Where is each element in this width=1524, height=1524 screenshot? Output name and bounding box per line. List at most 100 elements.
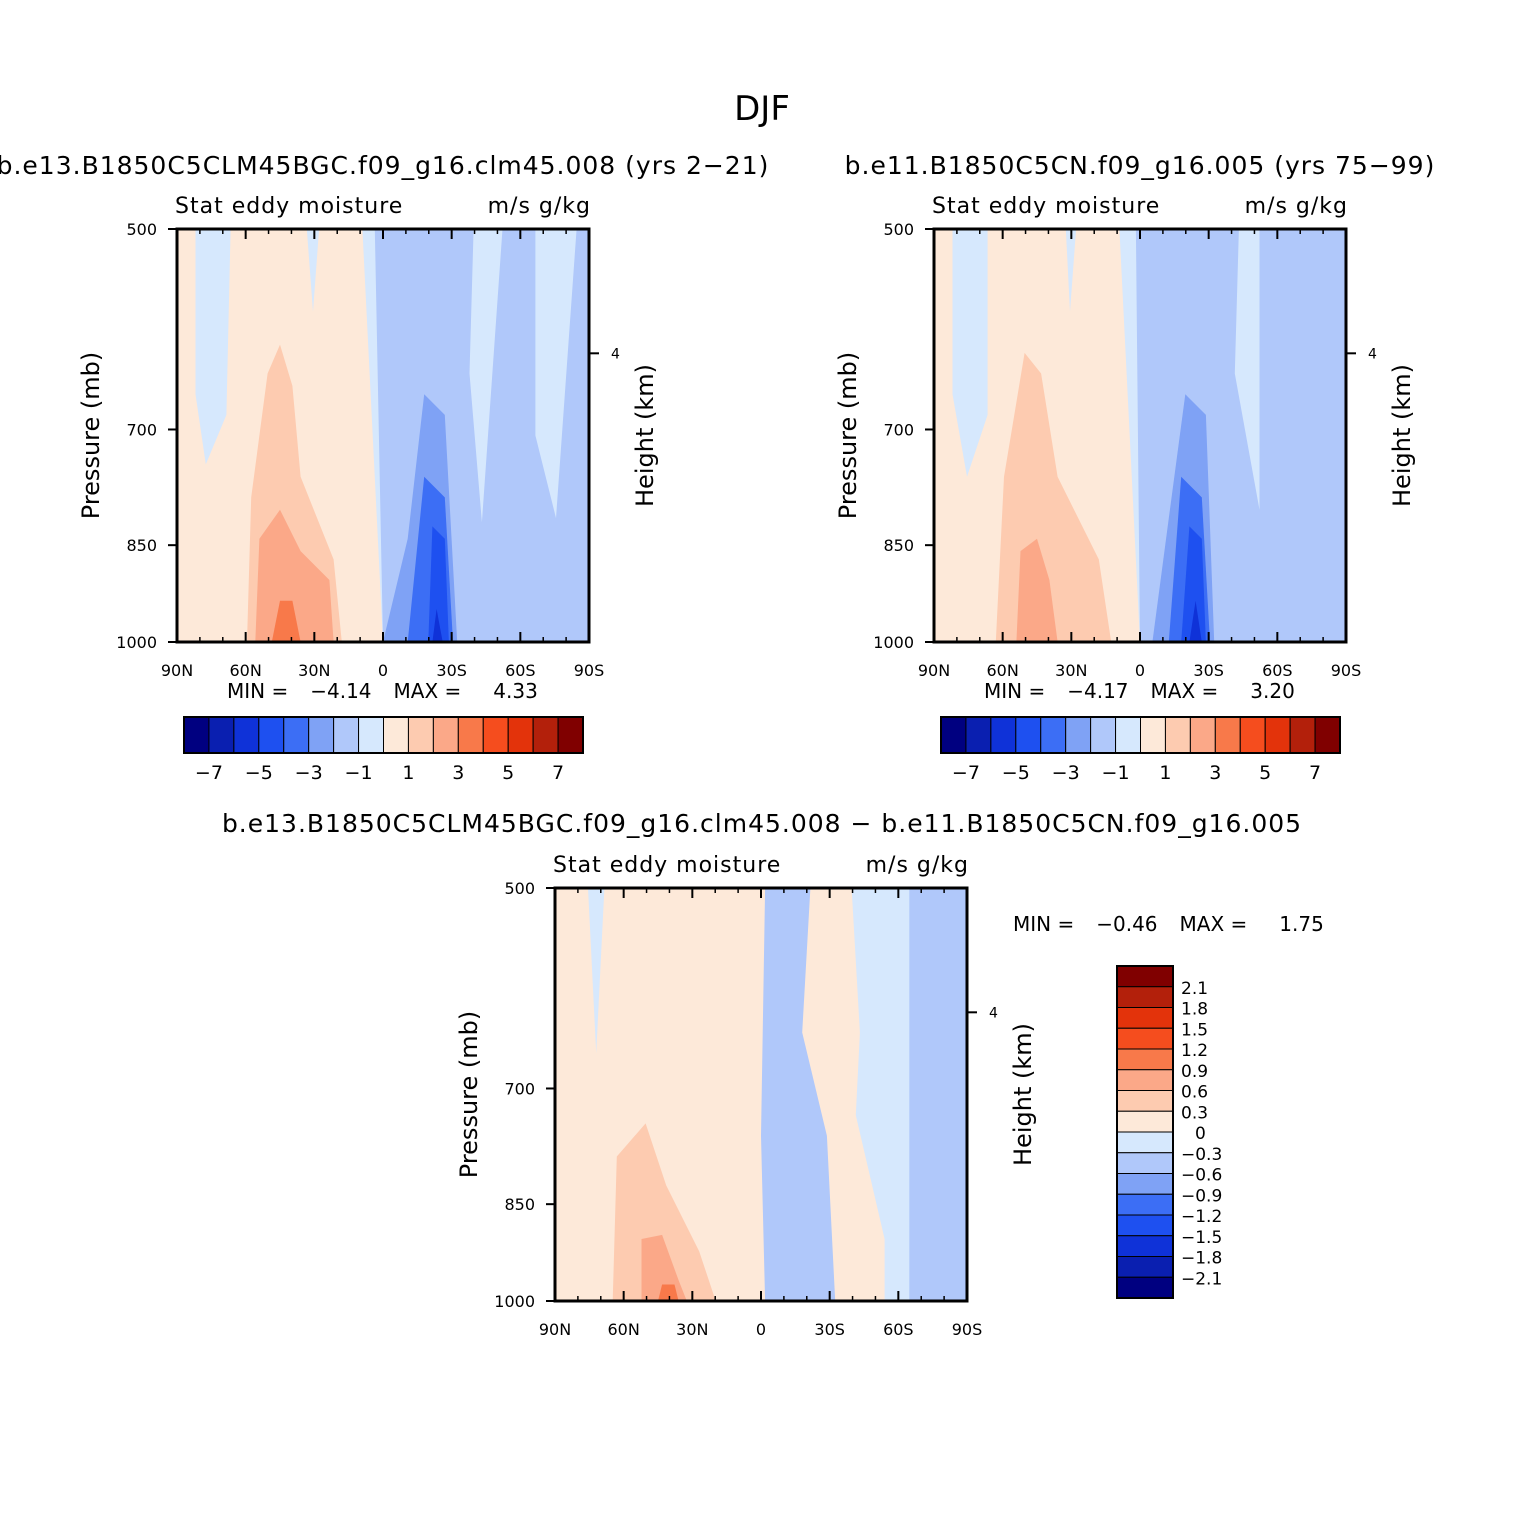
contour-region-4 (612, 1123, 716, 1301)
colorbar-box (1040, 716, 1067, 754)
y-axis-label-right: Height (km) (631, 364, 659, 507)
x-tick-label: 60N (230, 661, 262, 680)
contour-region-8 (1189, 600, 1202, 642)
colorbar-label: −1.8 (1181, 1249, 1222, 1269)
x-tick-label: 0 (756, 1320, 766, 1339)
panel-1: b.e13.B1850C5CLM45BGC.f09_g16.clm45.008 … (0, 151, 769, 784)
x-tick-label: 90N (918, 661, 950, 680)
colorbar-label: 1.5 (1181, 1020, 1208, 1040)
colorbar-box (1116, 1173, 1174, 1195)
colorbar-box (1115, 716, 1141, 754)
y-axis-label: Pressure (mb) (834, 352, 862, 519)
colorbar-box (1015, 716, 1042, 754)
x-tick-label: 30N (298, 661, 330, 680)
colorbar-label: 7 (552, 762, 564, 784)
colorbar-label: −0.6 (1181, 1166, 1222, 1186)
x-tick-label: 30N (1055, 661, 1087, 680)
colorbar-box (358, 716, 384, 754)
colorbar-label: 0 (1195, 1124, 1206, 1144)
colorbar-box (940, 716, 967, 754)
y-axis-label-right: Height (km) (1388, 364, 1416, 507)
minmax-min-value: −0.46 (1096, 912, 1157, 936)
y-tick-label: 700 (883, 420, 914, 439)
minmax-max-value: 3.20 (1250, 679, 1295, 703)
colorbar-box (457, 716, 484, 754)
colorbar-box (432, 716, 459, 754)
colorbar-frame (940, 716, 1341, 754)
y-axis-label: Pressure (mb) (77, 352, 105, 519)
colorbar-box (1116, 1048, 1174, 1071)
colorbar-box (990, 716, 1017, 754)
colorbar-label: −1 (345, 762, 373, 784)
colorbar-label: −5 (245, 762, 273, 784)
y-tick-label: 1000 (116, 633, 157, 652)
x-tick-label: 90N (161, 661, 193, 680)
colorbar-label: 0.6 (1181, 1083, 1208, 1103)
colorbar-box (1116, 1007, 1174, 1029)
subtitle-left: Stat eddy moisture (175, 194, 403, 219)
colorbar-label: 0.9 (1181, 1062, 1208, 1082)
y-tick-label: 850 (883, 536, 914, 555)
min-max-readout: MIN = −4.14 MAX = 4.33 (227, 679, 538, 703)
colorbar-label: −1.2 (1181, 1207, 1222, 1227)
colorbar-box (1239, 716, 1266, 754)
x-tick-label: 30S (436, 661, 467, 680)
right-tick-label: 4 (989, 1005, 998, 1021)
minmax-min-value: −4.17 (1067, 679, 1128, 703)
colorbar-box (233, 716, 260, 754)
colorbar-label: 3 (452, 762, 464, 784)
colorbar-label: 3 (1209, 762, 1221, 784)
contour-region-2 (761, 888, 836, 1301)
panel-2: b.e11.B1850C5CN.f09_g16.005 (yrs 75−99) 9… (834, 151, 1434, 784)
colorbar-label: −1 (1102, 762, 1130, 784)
panel-title: b.e13.B1850C5CLM45BGC.f09_g16.clm45.008 … (0, 151, 769, 180)
contour-field (555, 888, 967, 1301)
minmax-min-label: MIN = (984, 679, 1045, 703)
x-tick-label: 30N (676, 1320, 708, 1339)
colorbar-box (1116, 1131, 1174, 1154)
colorbar-label: −7 (952, 762, 980, 784)
x-tick-label: 60S (883, 1320, 914, 1339)
contour-region-3 (909, 888, 967, 1301)
minmax-max-value: 1.75 (1279, 912, 1324, 936)
colorbar-label: 1 (402, 762, 414, 784)
minmax-max-label: MAX = (1151, 679, 1219, 703)
minmax-max-label: MAX = (394, 679, 462, 703)
contour-region-1 (555, 888, 885, 1301)
colorbar-box (183, 716, 210, 754)
colorbar-box (1116, 1256, 1174, 1278)
colorbar-box (1214, 716, 1241, 754)
subtitle-right: m/s g/kg (488, 194, 591, 219)
colorbar-label: −1.5 (1181, 1228, 1222, 1248)
colorbar-box (482, 716, 509, 754)
colorbar-box (532, 716, 559, 754)
figure-title: DJF (734, 89, 790, 129)
colorbar-box (208, 716, 235, 754)
colorbar-box (1116, 1110, 1174, 1133)
contour-region-6 (658, 1284, 679, 1301)
colorbar-box (965, 716, 992, 754)
colorbar-box (1140, 716, 1166, 754)
colorbar-label: 1.8 (1181, 1000, 1208, 1020)
x-tick-label: 90N (539, 1320, 571, 1339)
x-tick-label: 0 (378, 661, 388, 680)
subtitle-right: m/s g/kg (866, 853, 969, 878)
contour-region-9 (432, 609, 443, 642)
colorbar-frame (1116, 965, 1174, 1299)
colorbar-box (1116, 1152, 1174, 1174)
colorbar-box (283, 716, 310, 754)
colorbar-box (1314, 716, 1341, 754)
colorbar-frame (183, 716, 584, 754)
colorbar-label: −5 (1002, 762, 1030, 784)
minmax-min-label: MIN = (227, 679, 288, 703)
y-tick-label: 500 (504, 879, 535, 898)
x-tick-label: 90S (952, 1320, 983, 1339)
contour-field (177, 229, 589, 642)
colorbar-label: −7 (195, 762, 223, 784)
y-tick-label: 1000 (873, 633, 914, 652)
colorbar-label: −3 (1052, 762, 1080, 784)
x-tick-label: 30S (814, 1320, 845, 1339)
y-tick-label: 850 (126, 536, 157, 555)
y-tick-label: 850 (504, 1195, 535, 1214)
colorbar-box (258, 716, 285, 754)
